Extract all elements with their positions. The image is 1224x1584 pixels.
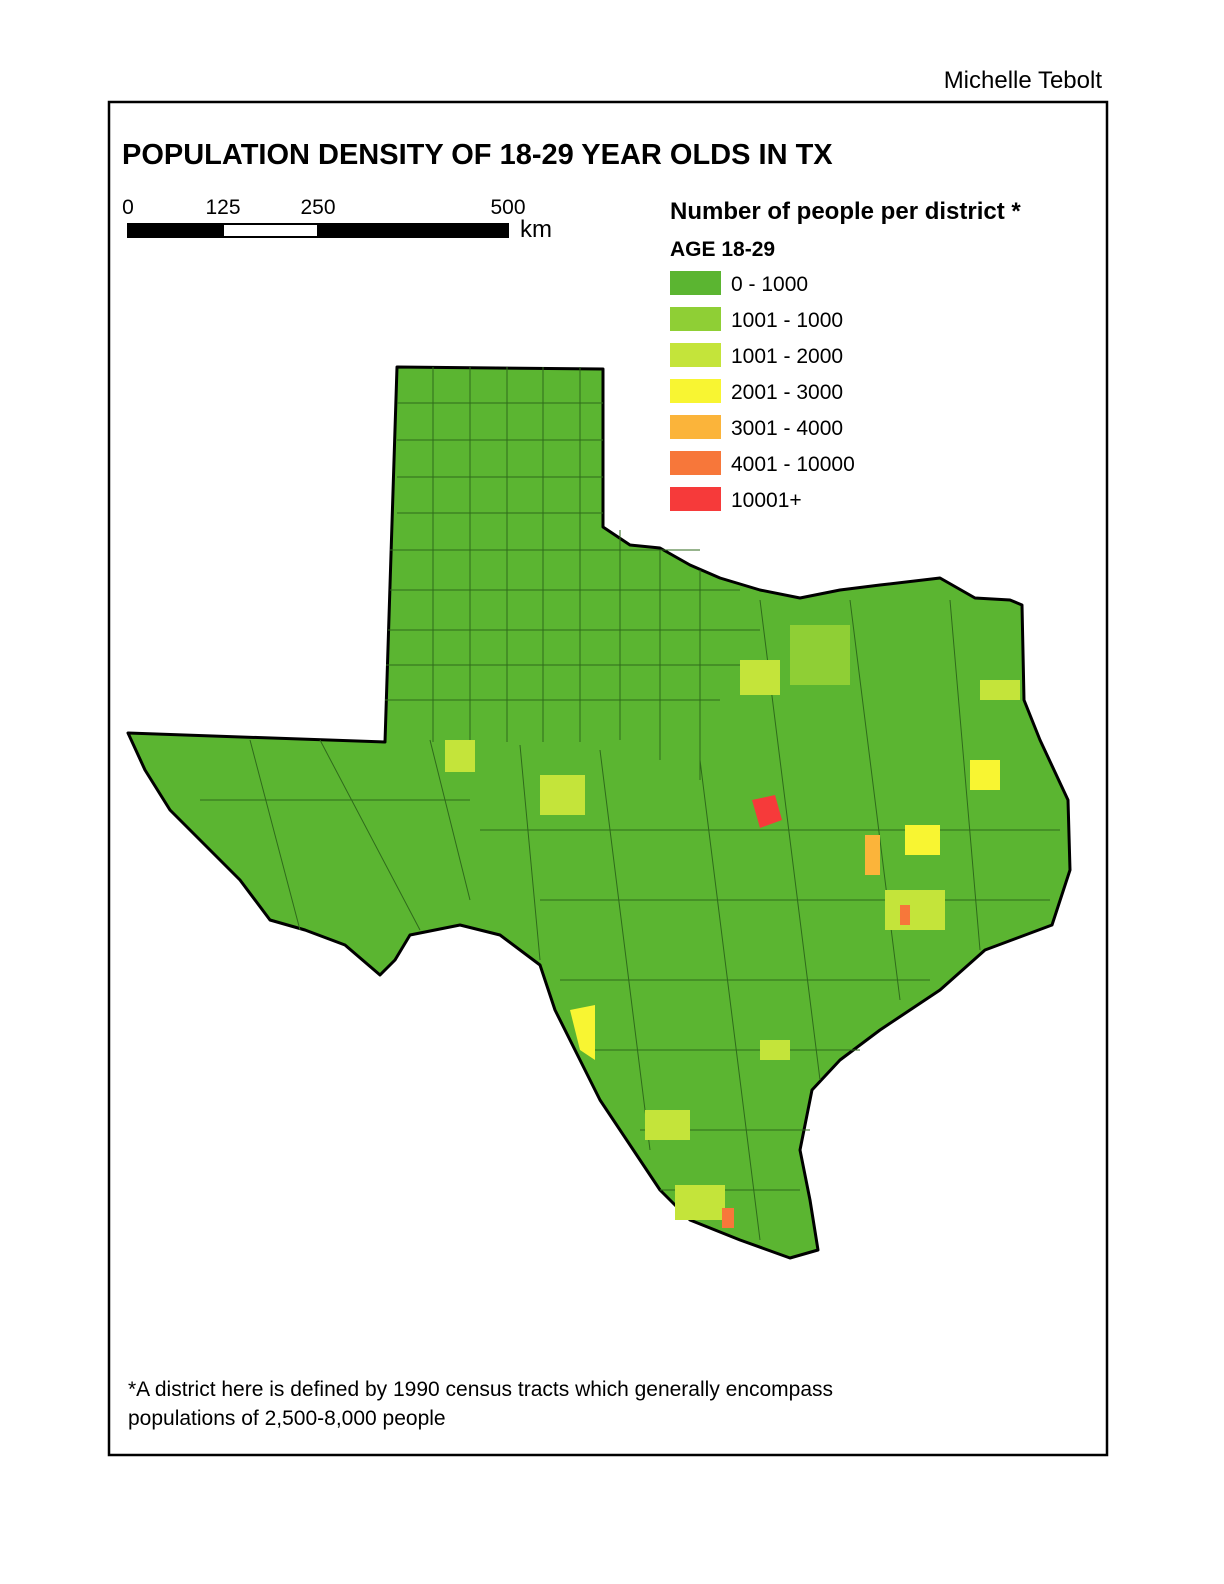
- density-patches: [445, 625, 1020, 1228]
- legend-label: 2001 - 3000: [731, 381, 843, 404]
- scale-tick-label: 500: [490, 196, 525, 219]
- scale-tick-label: 0: [122, 196, 134, 219]
- scale-segment: [127, 223, 224, 238]
- footnote-line: populations of 2,500-8,000 people: [128, 1407, 446, 1430]
- legend-label: 1001 - 2000: [731, 345, 843, 368]
- legend-label: 3001 - 4000: [731, 417, 843, 440]
- legend-swatch: [670, 343, 721, 367]
- state-shape: [126, 365, 1072, 1260]
- legend-label: 0 - 1000: [731, 273, 808, 296]
- legend-swatch: [670, 487, 721, 511]
- texas-map: [126, 365, 1072, 1260]
- legend-label: 10001+: [731, 489, 802, 512]
- scale-unit: km: [520, 216, 552, 243]
- scale-segment: [222, 223, 319, 238]
- scale-tick-label: 250: [300, 196, 335, 219]
- legend-swatch: [670, 379, 721, 403]
- legend-swatch: [670, 415, 721, 439]
- legend-swatch: [670, 271, 721, 295]
- author: Michelle Tebolt: [944, 67, 1103, 94]
- legend-swatch: [670, 307, 721, 331]
- footnote-line: *A district here is defined by 1990 cens…: [128, 1378, 833, 1401]
- scale-tick-label: 125: [205, 196, 240, 219]
- scale-segment: [317, 223, 509, 238]
- county-lines: [200, 367, 1060, 1241]
- legend-swatch: [670, 451, 721, 475]
- frame: [107, 100, 1109, 1457]
- legend: 0 - 1000 1001 - 1000 1001 - 2000 2001 - 300…: [670, 271, 855, 512]
- legend-label: 4001 - 10000: [731, 453, 855, 476]
- legend-label: 1001 - 1000: [731, 309, 843, 332]
- map-title: POPULATION DENSITY OF 18-29 YEAR OLDS IN…: [122, 139, 833, 171]
- legend-title: Number of people per district *: [670, 198, 1021, 225]
- legend-subtitle: AGE 18-29: [670, 238, 775, 261]
